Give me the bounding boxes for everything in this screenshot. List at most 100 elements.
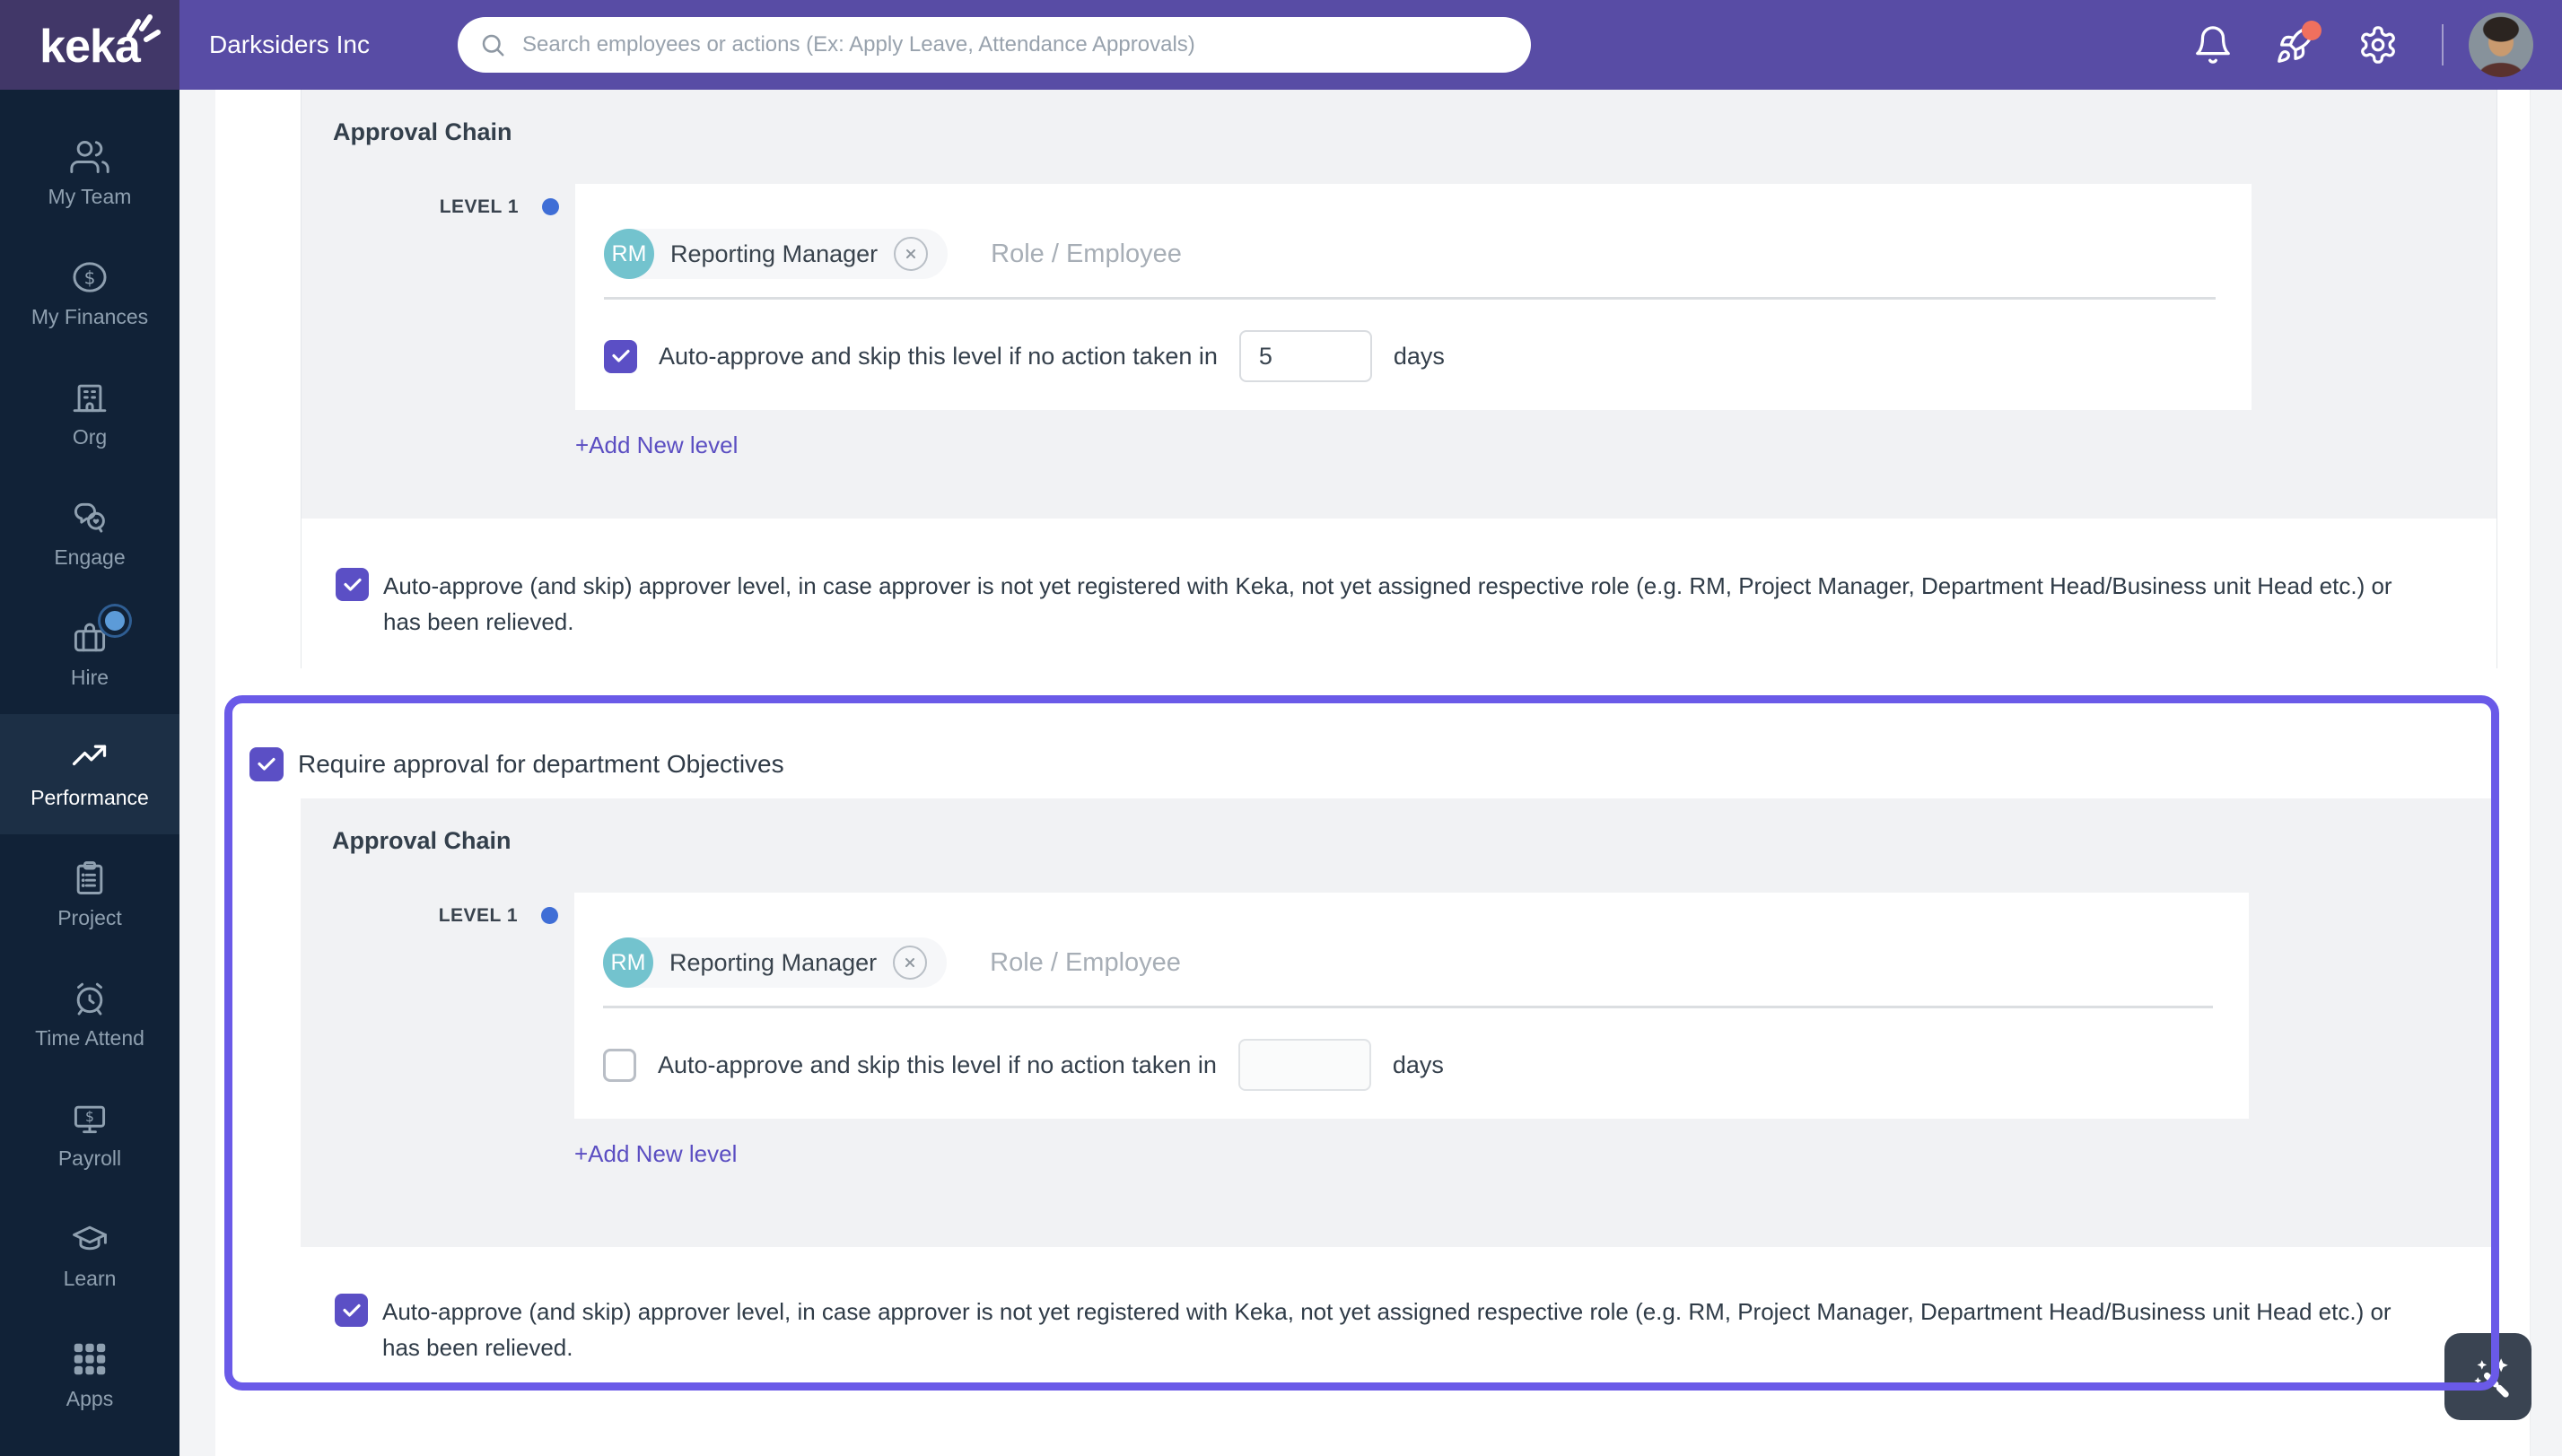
search-icon — [482, 34, 504, 57]
approver-chip[interactable]: RM Reporting Manager — [603, 937, 948, 988]
level-card: RM Reporting Manager Role / Employee — [575, 184, 2252, 410]
days-unit-label: days — [1392, 1051, 1444, 1078]
approver-name: Reporting Manager — [669, 948, 878, 976]
global-search[interactable] — [458, 17, 1531, 73]
role-employee-placeholder[interactable]: Role / Employee — [990, 947, 1181, 977]
sidebar-item-my-team[interactable]: My Team — [0, 113, 179, 233]
auto-skip-note-row: Auto-approve (and skip) approver level, … — [302, 519, 2496, 668]
approver-chip[interactable]: RM Reporting Manager — [604, 229, 949, 279]
level-row: LEVEL 1 RM Reporting Manager — [301, 893, 2491, 1119]
trend-up-icon — [72, 745, 107, 766]
sidebar-item-apps[interactable]: Apps — [0, 1315, 179, 1435]
alarm-clock-icon — [76, 982, 103, 1016]
sidebar-label: Learn — [63, 1267, 117, 1290]
require-approval-label: Require approval for department Objectiv… — [298, 750, 784, 778]
days-input[interactable] — [1237, 1039, 1371, 1091]
team-icon — [70, 141, 109, 173]
auto-skip-checkbox[interactable] — [336, 568, 369, 601]
magic-wand-button[interactable] — [2444, 1333, 2531, 1420]
auto-skip-note-row: Auto-approve (and skip) approver level, … — [232, 1247, 2491, 1382]
graduation-cap-icon — [73, 1225, 107, 1251]
level-label: LEVEL 1 — [439, 196, 519, 217]
require-approval-checkbox[interactable] — [249, 747, 284, 781]
sidebar-item-payroll[interactable]: $ Payroll — [0, 1075, 179, 1195]
gear-icon[interactable] — [2357, 24, 2399, 65]
sidebar-item-project[interactable]: Project — [0, 834, 179, 955]
approver-avatar: RM — [603, 937, 653, 988]
logo-sparkle-icon — [127, 14, 161, 42]
clipboard-icon — [76, 861, 103, 894]
keka-logo[interactable]: keka — [0, 0, 179, 90]
level-label: LEVEL 1 — [438, 905, 518, 926]
role-employee-placeholder[interactable]: Role / Employee — [991, 239, 1182, 268]
sidebar-label: Payroll — [57, 1146, 122, 1170]
approval-chain-title: Approval Chain — [333, 118, 512, 145]
sidebar-label: Project — [57, 906, 122, 929]
days-input[interactable] — [1238, 330, 1372, 382]
sidebar-item-time-attend[interactable]: Time Attend — [0, 955, 179, 1075]
sidebar-label: Engage — [54, 545, 126, 569]
header-divider — [2442, 24, 2444, 65]
briefcase-icon — [74, 623, 106, 652]
search-input[interactable] — [520, 31, 1522, 58]
payroll-monitor-icon: $ — [74, 1105, 106, 1134]
auto-skip-note-text: Auto-approve (and skip) approver level, … — [382, 1298, 2391, 1361]
org-building-icon — [73, 384, 107, 413]
hire-notification-dot — [101, 606, 129, 635]
approver-avatar: RM — [604, 229, 654, 279]
remove-approver-icon[interactable] — [894, 237, 929, 271]
auto-approve-checkbox[interactable] — [604, 339, 637, 373]
finances-icon: $ — [73, 262, 107, 292]
sidebar-item-org[interactable]: Org — [0, 353, 179, 474]
approver-name: Reporting Manager — [670, 240, 879, 267]
sidebar-label: My Team — [48, 185, 132, 208]
top-header: keka Darksiders Inc — [0, 0, 2562, 90]
sidebar-item-performance[interactable]: Performance — [0, 714, 179, 834]
auto-approve-label: Auto-approve and skip this level if no a… — [659, 342, 1218, 370]
level-card: RM Reporting Manager Role / Employee — [574, 893, 2249, 1119]
auto-approve-checkbox[interactable] — [603, 1048, 636, 1082]
sidebar-nav: My Team $ My Finances Org Engage Hire Pe… — [0, 90, 179, 1456]
sidebar-label: Hire — [70, 666, 109, 689]
rocket-icon[interactable] — [2275, 21, 2322, 65]
sidebar-label: My Finances — [31, 305, 149, 328]
remove-approver-icon[interactable] — [893, 946, 928, 980]
approval-chain-panel: Approval Chain LEVEL 1 RM Reporting Mana… — [301, 798, 2491, 1247]
svg-text:$: $ — [84, 266, 96, 288]
level-row: LEVEL 1 RM Reporting Manager — [302, 184, 2496, 410]
level-dot — [541, 907, 558, 924]
approval-chain-panel: Approval Chain LEVEL 1 RM Reporting Mana… — [302, 90, 2496, 519]
sidebar-label: Apps — [66, 1387, 114, 1410]
settings-card: Approval Chain LEVEL 1 RM Reporting Mana… — [215, 90, 2531, 1456]
auto-approve-label: Auto-approve and skip this level if no a… — [658, 1051, 1217, 1078]
days-unit-label: days — [1393, 342, 1445, 370]
notification-dot — [2302, 21, 2322, 40]
sidebar-item-learn[interactable]: Learn — [0, 1195, 179, 1315]
user-avatar[interactable] — [2469, 13, 2533, 77]
level-dot — [542, 198, 559, 215]
engage-chat-icon — [74, 502, 105, 533]
svg-text:$: $ — [85, 1109, 94, 1125]
magic-wand-sparkles-icon — [2473, 1357, 2509, 1398]
approval-chain-title: Approval Chain — [332, 827, 512, 854]
sidebar-label: Performance — [31, 786, 149, 809]
sidebar-item-engage[interactable]: Engage — [0, 474, 179, 594]
add-new-level-link[interactable]: +Add New level — [574, 1140, 738, 1167]
brand-text: keka — [39, 21, 141, 73]
company-name: Darksiders Inc — [209, 31, 370, 58]
approval-section-default: Approval Chain LEVEL 1 RM Reporting Mana… — [301, 90, 2497, 668]
sidebar-item-hire[interactable]: Hire — [0, 594, 179, 714]
approval-section-department: Require approval for department Objectiv… — [224, 695, 2499, 1391]
approver-input-underline — [603, 1006, 2213, 1008]
apps-grid-icon — [74, 1343, 106, 1375]
sidebar-label: Time Attend — [35, 1026, 144, 1050]
sidebar-label: Org — [72, 425, 108, 449]
add-new-level-link[interactable]: +Add New level — [575, 432, 739, 458]
approver-input-underline — [604, 297, 2216, 300]
sidebar-item-my-finances[interactable]: $ My Finances — [0, 233, 179, 353]
main-content: Approval Chain LEVEL 1 RM Reporting Mana… — [179, 90, 2562, 1456]
bell-icon[interactable] — [2192, 24, 2234, 65]
auto-skip-note-text: Auto-approve (and skip) approver level, … — [383, 572, 2392, 635]
require-approval-row: Require approval for department Objectiv… — [232, 703, 2491, 781]
auto-skip-checkbox[interactable] — [335, 1294, 368, 1327]
